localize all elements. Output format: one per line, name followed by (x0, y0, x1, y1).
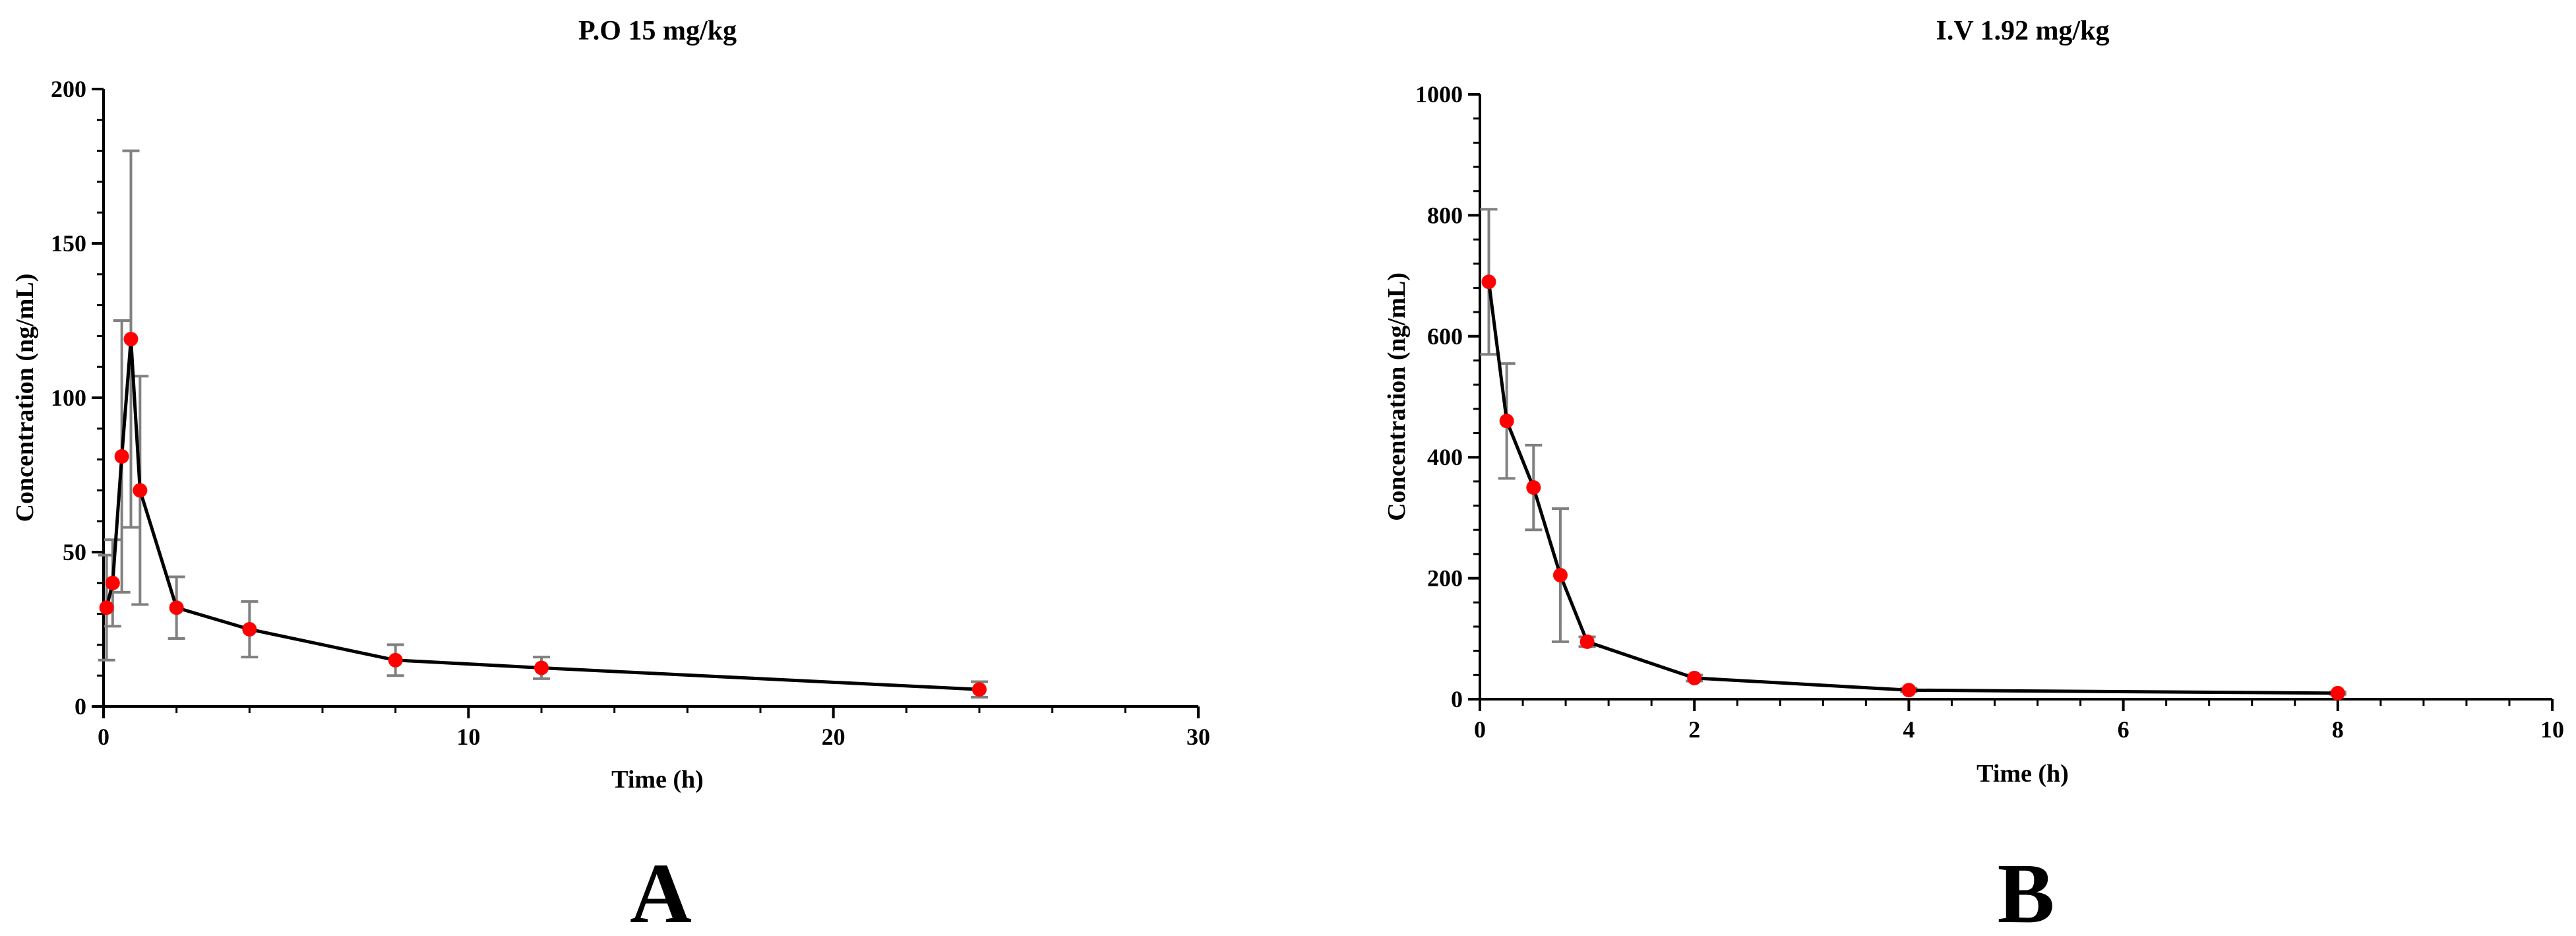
data-point (1901, 683, 1917, 698)
chart-title: I.V 1.92 mg/kg (1936, 16, 2110, 46)
x-tick-label: 30 (1186, 724, 1210, 750)
x-tick-label: 20 (822, 724, 845, 750)
chart-panel-a: P.O 15 mg/kg 0 50 100 150 200 0 10 20 30 Time (h) C… (11, 16, 1210, 936)
chart-title: P.O 15 mg/kg (578, 16, 737, 46)
data-point (114, 449, 129, 464)
y-axis-title: Concentration (ng/mL) (11, 274, 39, 522)
data-point (169, 600, 184, 615)
y-tick-label: 600 (1427, 323, 1463, 350)
data-point (534, 660, 549, 675)
data-point (2330, 685, 2345, 701)
panel-label: A (630, 846, 692, 936)
data-point (1579, 634, 1595, 649)
data-point (1481, 274, 1496, 290)
data-point (105, 575, 120, 590)
data-point (133, 483, 148, 498)
y-tick-label: 50 (63, 539, 86, 565)
x-tick-label: 0 (98, 724, 109, 750)
data-point (1552, 568, 1568, 583)
data-point (1526, 480, 1541, 495)
y-tick-label: 100 (51, 385, 86, 411)
y-tick-label: 200 (1427, 565, 1463, 592)
y-tick-label: 0 (75, 693, 86, 720)
y-tick-label: 1000 (1415, 81, 1463, 108)
data-point (388, 652, 403, 668)
y-axis-title: Concentration (ng/mL) (1383, 272, 1411, 521)
x-tick-label: 4 (1903, 716, 1915, 743)
y-tick-label: 200 (51, 76, 86, 102)
y-tick-label: 150 (51, 230, 86, 257)
x-axis-title: Time (h) (1977, 760, 2069, 788)
x-tick-label: 8 (2332, 716, 2344, 743)
data-point (242, 622, 257, 637)
x-tick-label: 0 (1474, 716, 1486, 743)
x-tick-label: 2 (1688, 716, 1700, 743)
series-line (105, 337, 980, 691)
panel-label: B (1998, 846, 2055, 936)
data-point (1499, 414, 1514, 429)
data-point (972, 682, 987, 697)
data-point (123, 332, 138, 347)
y-tick-label: 400 (1427, 444, 1463, 470)
x-tick-label: 6 (2118, 716, 2130, 743)
y-tick-label: 0 (1451, 686, 1463, 712)
x-tick-label: 10 (456, 724, 480, 750)
data-point (1687, 670, 1702, 685)
y-tick-label: 800 (1427, 202, 1463, 228)
series-line (1487, 281, 2338, 695)
x-tick-label: 10 (2540, 716, 2564, 743)
data-point (99, 600, 114, 615)
chart-panel-b: I.V 1.92 mg/kg 0 200 400 600 800 1000 0 2 4 6 8 10 Ti… (1383, 16, 2564, 936)
x-axis-title: Time (h) (611, 766, 704, 794)
